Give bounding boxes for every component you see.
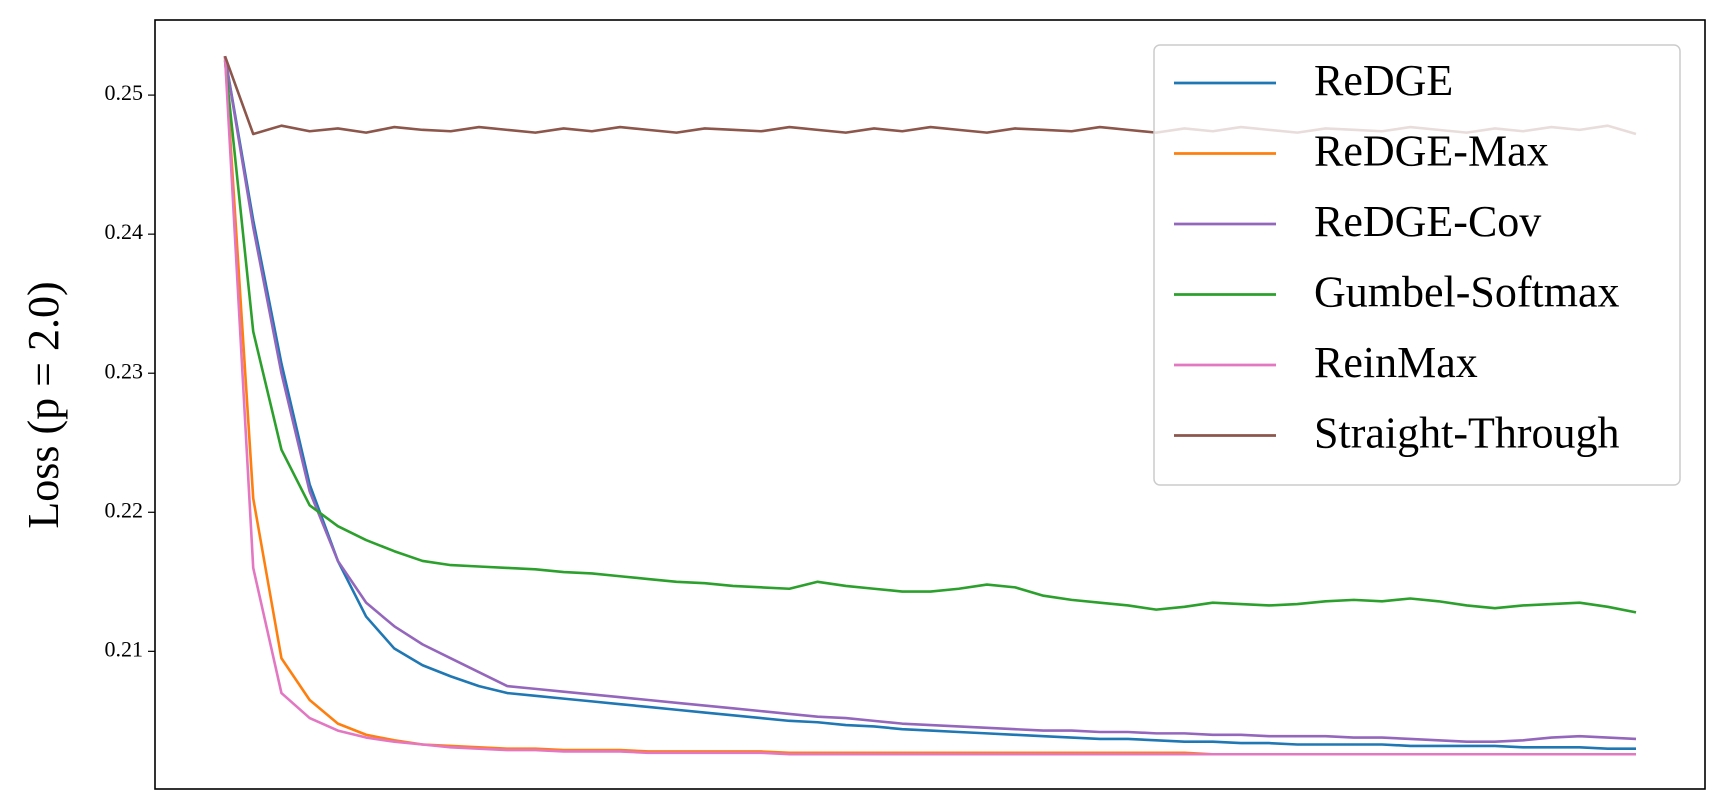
y-tick-label: 0.24 (105, 219, 144, 244)
y-tick-label: 0.25 (105, 80, 144, 105)
y-tick-label: 0.21 (105, 636, 144, 661)
legend-label: ReinMax (1314, 338, 1478, 387)
legend-label: Gumbel-Softmax (1314, 268, 1620, 317)
y-tick-label: 0.23 (105, 358, 144, 383)
legend-label: ReDGE (1314, 56, 1453, 105)
series-line (223, 60, 1637, 614)
legend-label: ReDGE-Max (1314, 127, 1549, 176)
legend-box (1153, 44, 1681, 486)
legend-label: ReDGE-Cov (1314, 197, 1541, 246)
series-line (223, 55, 1637, 744)
series-line (223, 55, 1636, 750)
plot-frame (154, 19, 1706, 790)
y-axis-label: Loss (p = 2.0) (19, 281, 68, 528)
legend-label: Straight-Through (1314, 409, 1620, 458)
series-line (223, 56, 1636, 756)
y-tick-label: 0.22 (105, 497, 144, 522)
